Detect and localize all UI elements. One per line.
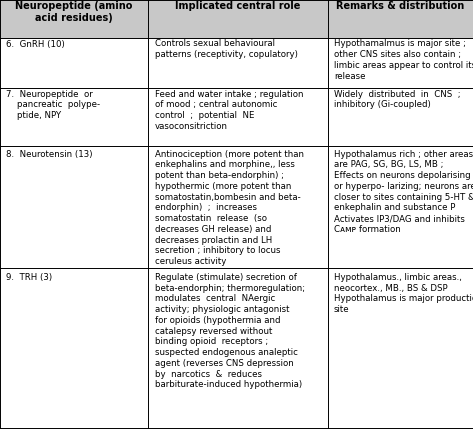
Text: Hypothalamus rich ; other areas
are PAG, SG, BG, LS, MB ;
Effects on neurons dep: Hypothalamus rich ; other areas are PAG,… [334,150,473,234]
Text: 8.  Neurotensin (13): 8. Neurotensin (13) [6,150,92,158]
Text: Implicated central role: Implicated central role [175,1,301,11]
Text: Feed and water intake ; regulation
of mood ; central autonomic
control  ;  poten: Feed and water intake ; regulation of mo… [155,90,304,131]
Text: Remarks & distribution: Remarks & distribution [336,1,464,11]
Text: Widely  distributed  in  CNS  ;
inhibitory (Gi-coupled): Widely distributed in CNS ; inhibitory (… [334,90,460,110]
Text: 7.  Neuropeptide  or
    pancreatic  polype-
    ptide, NPY: 7. Neuropeptide or pancreatic polype- pt… [6,90,100,120]
Text: 6.  GnRH (10): 6. GnRH (10) [6,39,65,48]
Text: Neuropeptide (amino
acid residues): Neuropeptide (amino acid residues) [15,1,133,23]
Text: Controls sexual behavioural
patterns (receptivity, copulatory): Controls sexual behavioural patterns (re… [155,39,298,59]
Text: Hypothalamus., limbic areas.,
neocortex., MB., BS & DSP
Hypothalamus is major pr: Hypothalamus., limbic areas., neocortex.… [334,273,473,314]
Text: 9.  TRH (3): 9. TRH (3) [6,273,52,282]
Text: Regulate (stimulate) secretion of
beta-endorphin; thermoregulation;
modulates  c: Regulate (stimulate) secretion of beta-e… [155,273,306,389]
Text: Hypothamalmus is major site ;
other CNS sites also contain ;
limbic areas appear: Hypothamalmus is major site ; other CNS … [334,39,473,81]
Text: Antinociception (more potent than
enkephalins and morphine,, less
potent than be: Antinociception (more potent than enkeph… [155,150,304,266]
